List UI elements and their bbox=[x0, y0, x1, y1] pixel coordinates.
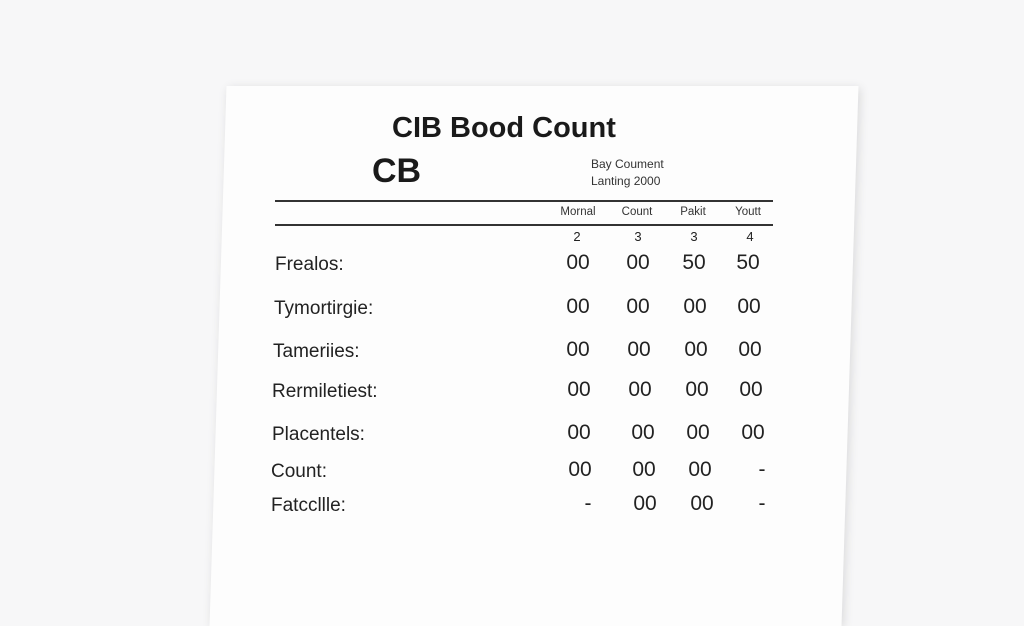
cell-value: 00 bbox=[627, 338, 651, 361]
column-number: 3 bbox=[690, 229, 698, 244]
cell-value: 50 bbox=[736, 251, 760, 274]
cell-value: 00 bbox=[684, 338, 708, 361]
cell-value: 00 bbox=[741, 421, 765, 444]
row-label: Fatccllle: bbox=[271, 495, 346, 516]
cell-value: 00 bbox=[568, 458, 592, 481]
column-header: Count bbox=[621, 206, 653, 218]
cell-value: 00 bbox=[685, 378, 709, 401]
cell-value: 50 bbox=[682, 251, 706, 274]
subtitle-line-1: Bay Coument bbox=[591, 157, 664, 171]
divider-top bbox=[275, 200, 773, 202]
column-number: 3 bbox=[634, 229, 642, 244]
cell-value: 00 bbox=[626, 251, 650, 274]
column-header: Pakit bbox=[680, 206, 706, 218]
cell-value: - bbox=[584, 492, 592, 515]
cell-value: 00 bbox=[632, 458, 656, 481]
column-number: 2 bbox=[573, 229, 581, 244]
cell-value: 00 bbox=[566, 295, 590, 318]
subtitle-line-2: Lanting 2000 bbox=[591, 174, 661, 188]
cell-value: 00 bbox=[737, 295, 761, 318]
column-header: Youtt bbox=[735, 206, 761, 218]
cell-value: - bbox=[758, 458, 766, 481]
divider-header bbox=[275, 224, 773, 226]
column-number: 4 bbox=[746, 229, 754, 244]
document-title: CIB Bood Count bbox=[392, 112, 616, 144]
cell-value: 00 bbox=[567, 421, 591, 444]
cell-value: 00 bbox=[566, 251, 590, 274]
cell-value: 00 bbox=[690, 492, 714, 515]
cell-value: 00 bbox=[688, 458, 712, 481]
cell-value: 00 bbox=[633, 492, 657, 515]
cell-value: 00 bbox=[686, 421, 710, 444]
row-label: Tymortirgie: bbox=[274, 298, 374, 319]
cell-value: 00 bbox=[567, 378, 591, 401]
cell-value: - bbox=[758, 492, 766, 515]
row-label: Placentels: bbox=[272, 424, 365, 445]
cell-value: 00 bbox=[631, 421, 655, 444]
row-label: Tameriies: bbox=[273, 341, 360, 362]
cell-value: 00 bbox=[683, 295, 707, 318]
cell-value: 00 bbox=[626, 295, 650, 318]
cell-value: 00 bbox=[739, 378, 763, 401]
row-label: Count: bbox=[271, 461, 327, 482]
row-label: Frealos: bbox=[275, 254, 344, 275]
column-header: Mornal bbox=[560, 206, 596, 218]
cell-value: 00 bbox=[738, 338, 762, 361]
cell-value: 00 bbox=[566, 338, 590, 361]
row-label: Rermiletiest: bbox=[272, 381, 378, 402]
cell-value: 00 bbox=[628, 378, 652, 401]
logo-text: CB bbox=[372, 152, 422, 190]
